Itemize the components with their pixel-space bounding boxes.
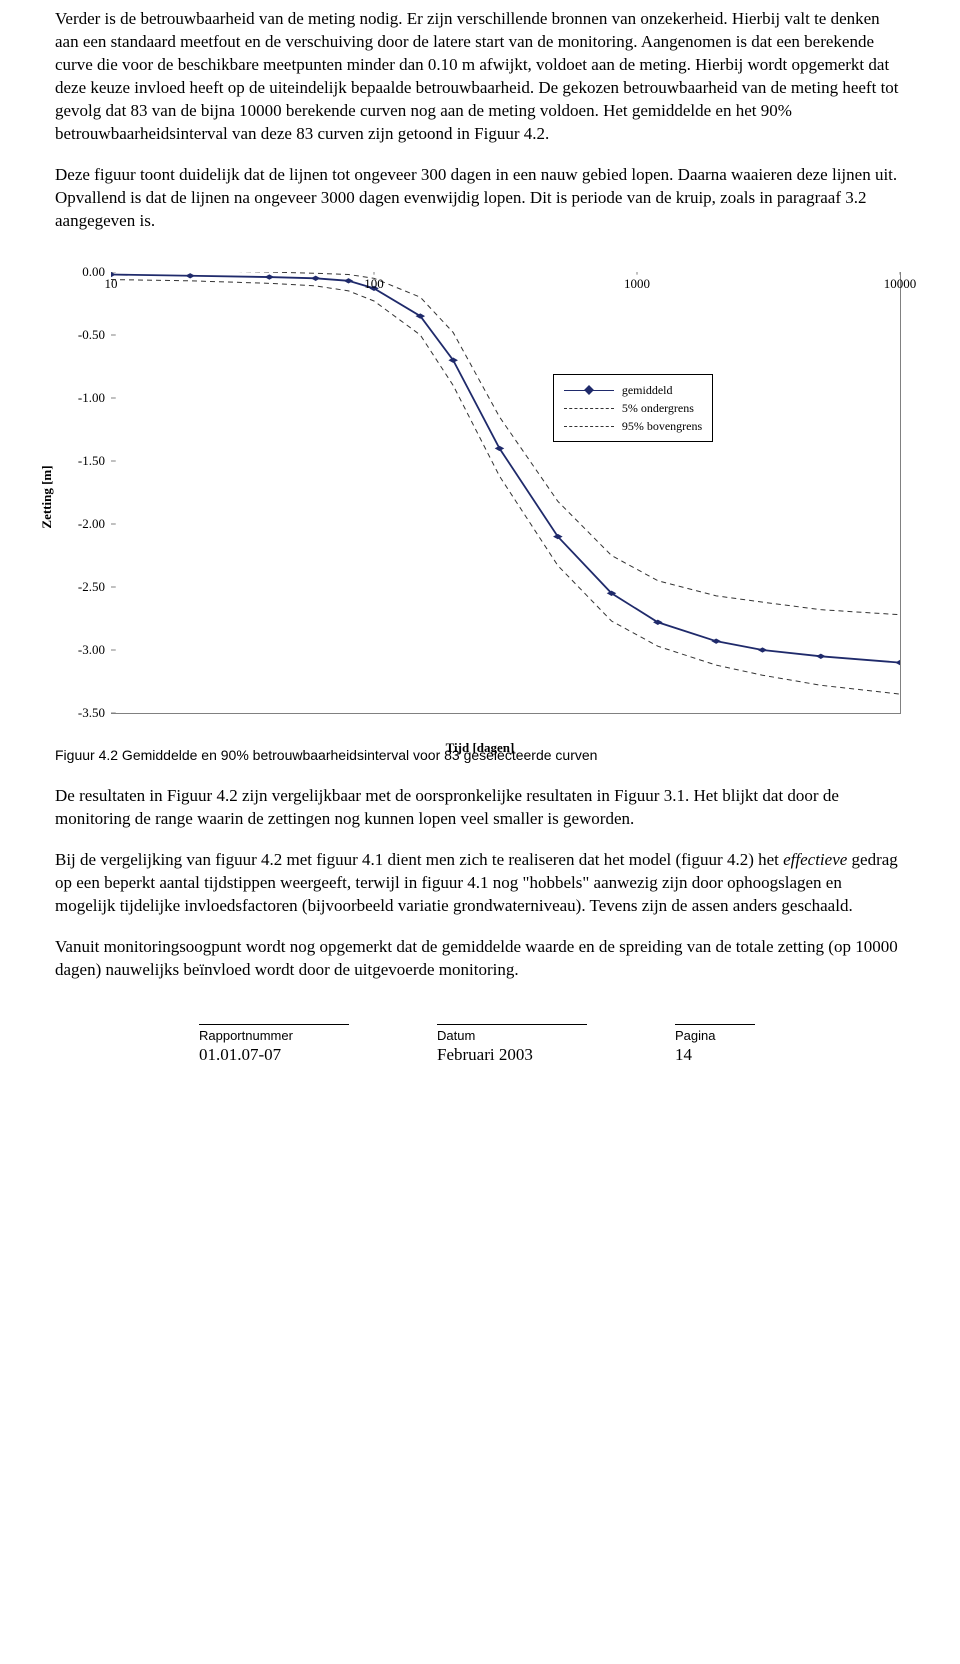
y-tick-label: -1.50	[61, 453, 105, 471]
legend-swatch-lower	[564, 402, 614, 414]
y-tick-label: -2.00	[61, 516, 105, 534]
p4-part-a: Bij de vergelijking van figuur 4.2 met f…	[55, 850, 783, 869]
legend-label-mean: gemiddeld	[622, 381, 673, 399]
legend-row-mean: gemiddeld	[564, 381, 702, 399]
footer-col-page: Pagina 14	[675, 1024, 755, 1067]
x-tick-label: 100	[364, 275, 384, 293]
p4-part-b-italic: effectieve	[783, 850, 847, 869]
settlement-chart: Zetting [m] gemiddeld 5% ondergrens	[55, 262, 905, 732]
plot-area: gemiddeld 5% ondergrens 95% bovengrens 0…	[111, 272, 901, 714]
page-footer: Rapportnummer 01.01.07-07 Datum Februari…	[55, 1024, 905, 1067]
footer-value-page: 14	[675, 1044, 755, 1067]
legend-swatch-upper	[564, 420, 614, 432]
y-tick-label: -0.50	[61, 327, 105, 345]
x-tick-label: 10	[105, 275, 118, 293]
footer-label-page: Pagina	[675, 1027, 755, 1045]
footer-value-date: Februari 2003	[437, 1044, 587, 1067]
legend-label-lower: 5% ondergrens	[622, 399, 694, 417]
plot-svg	[111, 272, 900, 713]
footer-col-report: Rapportnummer 01.01.07-07	[199, 1024, 349, 1067]
footer-label-date: Datum	[437, 1027, 587, 1045]
legend-label-upper: 95% bovengrens	[622, 417, 702, 435]
legend-row-lower: 5% ondergrens	[564, 399, 702, 417]
paragraph-1: Verder is de betrouwbaarheid van de meti…	[55, 8, 905, 146]
chart-container: Zetting [m] gemiddeld 5% ondergrens	[55, 262, 905, 732]
legend-swatch-mean	[564, 384, 614, 396]
paragraph-5: Vanuit monitoringsoogpunt wordt nog opge…	[55, 936, 905, 982]
y-tick-label: -3.00	[61, 642, 105, 660]
paragraph-3: De resultaten in Figuur 4.2 zijn vergeli…	[55, 785, 905, 831]
footer-col-date: Datum Februari 2003	[437, 1024, 587, 1067]
footer-value-report: 01.01.07-07	[199, 1044, 349, 1067]
y-tick-label: -2.50	[61, 579, 105, 597]
x-axis-label: Tijd [dagen]	[446, 739, 515, 757]
y-tick-label: -3.50	[61, 705, 105, 723]
paragraph-4: Bij de vergelijking van figuur 4.2 met f…	[55, 849, 905, 918]
legend-row-upper: 95% bovengrens	[564, 417, 702, 435]
y-tick-label: -1.00	[61, 390, 105, 408]
x-tick-label: 1000	[624, 275, 650, 293]
legend: gemiddeld 5% ondergrens 95% bovengrens	[553, 374, 713, 442]
y-tick-label: 0.00	[61, 264, 105, 282]
x-tick-label: 10000	[884, 275, 917, 293]
footer-label-report: Rapportnummer	[199, 1027, 349, 1045]
paragraph-2: Deze figuur toont duidelijk dat de lijne…	[55, 164, 905, 233]
y-axis-label: Zetting [m]	[38, 466, 56, 529]
